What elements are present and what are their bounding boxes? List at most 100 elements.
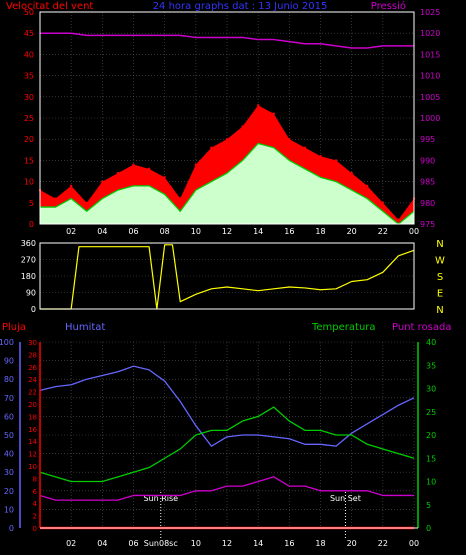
temperature-label: Temperatura: [311, 322, 376, 333]
wind-gust-point: [69, 184, 73, 188]
temperature-tick-label: 10: [426, 478, 436, 487]
compass-label: N: [436, 305, 443, 316]
wind-speed-tick-label: 15: [24, 156, 34, 165]
wind-hour-tick-label: 02: [66, 227, 76, 236]
wind-gust-point: [194, 163, 198, 166]
wind-gust-point: [381, 201, 385, 204]
sun-set-label: Sun Set: [330, 494, 361, 503]
rain-tick-label: 14: [28, 438, 37, 446]
wind-gust-point: [101, 180, 104, 183]
temp-hour-tick-label: 06: [128, 539, 138, 548]
dewpoint-line: [39, 476, 414, 501]
rain-tick-label: 2: [33, 513, 37, 521]
humidity-tick-label: 70: [4, 394, 14, 403]
temperature-tick-label: 40: [426, 338, 436, 347]
direction-plot-frame: [39, 242, 415, 310]
wind-speed-label: Velocitat del vent: [6, 1, 93, 12]
rain-tick-label: 30: [28, 339, 37, 347]
sun-08-label: Sun08sc: [144, 539, 178, 548]
wind-hour-tick-label: 04: [97, 227, 107, 236]
direction-tick-label: 180: [21, 272, 36, 281]
direction-tick-label: 0: [31, 305, 36, 314]
temperature-tick-label: 25: [426, 408, 436, 417]
temp-hour-tick-label: 22: [378, 539, 388, 548]
wind-hour-tick-label: 08: [160, 227, 170, 236]
humidity-label: Humitat: [65, 322, 105, 333]
chart-title: 24 hora graphs dat : 13 Junio 2015: [153, 1, 328, 12]
temp-hour-tick-label: 14: [253, 539, 263, 548]
temperature-line: [39, 406, 415, 483]
rain-tick-label: 12: [28, 451, 37, 459]
temperature-tick-label: 35: [426, 361, 436, 370]
pressure-label: Pressió: [371, 0, 406, 12]
humidity-tick-label: 10: [4, 505, 14, 514]
wind-average-area: [40, 143, 414, 224]
rain-tick-label: 22: [28, 389, 37, 397]
wind-hour-tick-label: 16: [284, 227, 294, 236]
rain-tick-label: 8: [33, 475, 37, 483]
temp-hour-tick-label: 18: [315, 539, 325, 548]
rain-tick-label: 18: [28, 413, 37, 421]
wind-speed-tick-label: 20: [24, 135, 34, 144]
wind-gust-point: [132, 163, 135, 166]
wind-hour-tick-label: 22: [378, 227, 388, 236]
wind-gust-point: [272, 112, 275, 115]
wind-hour-tick-label: 14: [253, 227, 263, 236]
wind-hour-tick-label: 10: [191, 227, 201, 236]
rain-tick-label: 6: [33, 488, 38, 496]
direction-tick-label: 270: [21, 256, 36, 265]
wind-gust-point: [334, 159, 338, 162]
rain-tick-label: 10: [28, 463, 37, 471]
temperature-tick-label: 5: [426, 501, 431, 510]
compass-label: S: [437, 272, 443, 283]
wind-speed-tick-label: 25: [24, 114, 34, 123]
compass-label: N: [436, 239, 443, 250]
wind-gust-point: [210, 146, 213, 149]
wind-gust-point: [241, 125, 244, 128]
compass-label: W: [435, 256, 445, 267]
temperature-tick-label: 15: [426, 454, 436, 463]
wind-speed-tick-label: 0: [29, 220, 34, 229]
wind-direction-line: [40, 244, 415, 310]
wind-gust-point: [288, 138, 291, 141]
wind-gust-point: [163, 176, 166, 179]
wind-gust-point: [350, 171, 353, 175]
rain-tick-label: 24: [28, 376, 37, 384]
pressure-tick-label: 1000: [420, 114, 440, 123]
wind-speed-tick-label: 30: [24, 93, 34, 102]
humidity-tick-label: 0: [9, 524, 14, 533]
humidity-line: [39, 365, 415, 447]
temperature-tick-label: 20: [426, 431, 436, 440]
wind-hour-tick-label: 06: [128, 227, 138, 236]
wind-average-line: [40, 142, 415, 225]
temp-hour-tick-label: 04: [97, 539, 107, 548]
rain-tick-label: 28: [28, 351, 37, 359]
compass-label: E: [437, 289, 443, 300]
temp-hour-tick-label: 02: [66, 539, 76, 548]
rain-tick-label: 0: [33, 525, 37, 533]
pressure-tick-label: 990: [420, 156, 435, 165]
rain-tick-label: 4: [33, 500, 38, 508]
pressure-tick-label: 1020: [420, 29, 440, 38]
wind-gust-point: [319, 154, 322, 158]
pressure-tick-label: 985: [420, 178, 435, 187]
rain-tick-label: 16: [28, 426, 37, 434]
wind-gust-point: [116, 171, 120, 175]
wind-hour-tick-label: 12: [222, 227, 232, 236]
humidity-tick-label: 50: [4, 431, 14, 440]
temp-hour-tick-label: 00: [409, 539, 419, 548]
temperature-tick-label: 0: [426, 524, 431, 533]
humidity-tick-label: 40: [4, 450, 14, 459]
pressure-tick-label: 980: [420, 199, 435, 208]
rain-tick-label: 26: [28, 364, 37, 372]
wind-speed-tick-label: 45: [24, 29, 34, 38]
pressure-tick-label: 1010: [420, 72, 440, 81]
wind-gust-point: [256, 104, 260, 107]
pressure-tick-label: 975: [420, 220, 435, 229]
wind-speed-tick-label: 10: [24, 178, 34, 187]
humidity-tick-label: 80: [4, 375, 14, 384]
wind-gust-point: [225, 138, 229, 141]
wind-speed-tick-label: 5: [29, 199, 34, 208]
pressure-tick-label: 1015: [420, 50, 440, 59]
